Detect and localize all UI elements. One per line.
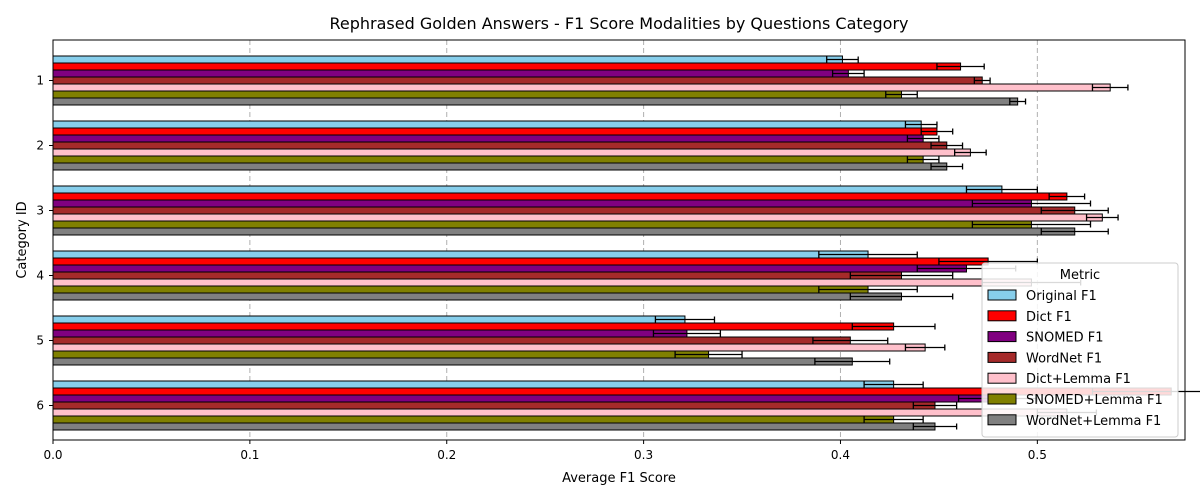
legend-swatch (987, 372, 1017, 384)
bar (52, 127, 938, 136)
chart-title: Rephrased Golden Answers - F1 Score Moda… (330, 14, 909, 33)
y-tick-label: 1 (36, 74, 44, 88)
bar (52, 415, 895, 424)
bar (52, 97, 1019, 106)
bar (52, 134, 924, 143)
y-tick-label: 6 (36, 399, 44, 413)
bar (52, 285, 869, 294)
x-tick-label: 0.0 (43, 448, 62, 462)
bar (52, 155, 924, 164)
bar (52, 62, 962, 71)
y-tick-label: 4 (36, 269, 44, 283)
legend-swatch (987, 393, 1017, 405)
x-tick-label: 0.4 (831, 448, 850, 462)
bar (52, 408, 1068, 417)
bar (52, 257, 989, 266)
bar (52, 271, 903, 280)
bar (52, 401, 936, 410)
plot-frame (52, 39, 1186, 441)
bar (52, 278, 1032, 287)
bar (52, 90, 903, 99)
legend-swatch (987, 289, 1017, 301)
bar (52, 213, 1103, 222)
bar (52, 394, 999, 403)
bar (52, 220, 1032, 229)
bar (52, 192, 1068, 201)
y-axis: 1 2 3 4 5 6 (36, 74, 53, 413)
x-tick-label: 0.2 (437, 448, 456, 462)
bar (52, 206, 1076, 215)
bar (52, 199, 1032, 208)
x-tick-label: 0.3 (634, 448, 653, 462)
bar (52, 264, 967, 273)
legend-swatch (987, 310, 1017, 322)
legend-box (981, 262, 1179, 438)
legend-swatch (987, 414, 1017, 426)
y-tick-label: 5 (36, 334, 44, 348)
bar (52, 55, 843, 64)
x-tick-label: 0.1 (240, 448, 259, 462)
x-axis: 0.0 0.1 0.2 0.3 0.4 0.5 (43, 440, 1047, 462)
y-tick-label: 3 (36, 204, 44, 218)
bar (52, 250, 869, 259)
legend-label: Dict+Lemma F1 (1026, 372, 1131, 387)
bar (52, 83, 1111, 92)
bar (52, 76, 983, 85)
legend-swatch (987, 351, 1017, 363)
legend-label: Original F1 (1026, 289, 1097, 304)
bar (52, 69, 849, 78)
bar (52, 350, 710, 359)
legend: Metric Original F1 Dict F1 SNOMED F1 WordNe… (981, 262, 1179, 438)
x-axis-label: Average F1 Score (562, 471, 676, 486)
legend-label: SNOMED F1 (1026, 331, 1104, 346)
bar (52, 322, 895, 331)
bar (52, 292, 903, 301)
bar (52, 185, 1003, 194)
legend-label: WordNet+Lemma F1 (1026, 414, 1161, 429)
y-axis-label: Category ID (15, 201, 30, 278)
legend-label: Dict F1 (1026, 310, 1072, 325)
bar (52, 336, 851, 345)
bar (52, 329, 688, 338)
legend-label: SNOMED+Lemma F1 (1026, 393, 1163, 408)
legend-swatch (987, 331, 1017, 343)
bar (52, 120, 922, 129)
bar (52, 148, 971, 157)
x-tick-label: 0.5 (1028, 448, 1047, 462)
bar (52, 422, 936, 431)
bar (52, 315, 686, 324)
bar (52, 380, 895, 389)
legend-title: Metric (1060, 268, 1100, 283)
y-tick-label: 2 (36, 139, 44, 153)
bar (52, 343, 926, 352)
bar (52, 357, 853, 366)
bar (52, 162, 948, 171)
bar (52, 227, 1076, 236)
bar (52, 141, 948, 150)
legend-label: WordNet F1 (1026, 351, 1102, 366)
